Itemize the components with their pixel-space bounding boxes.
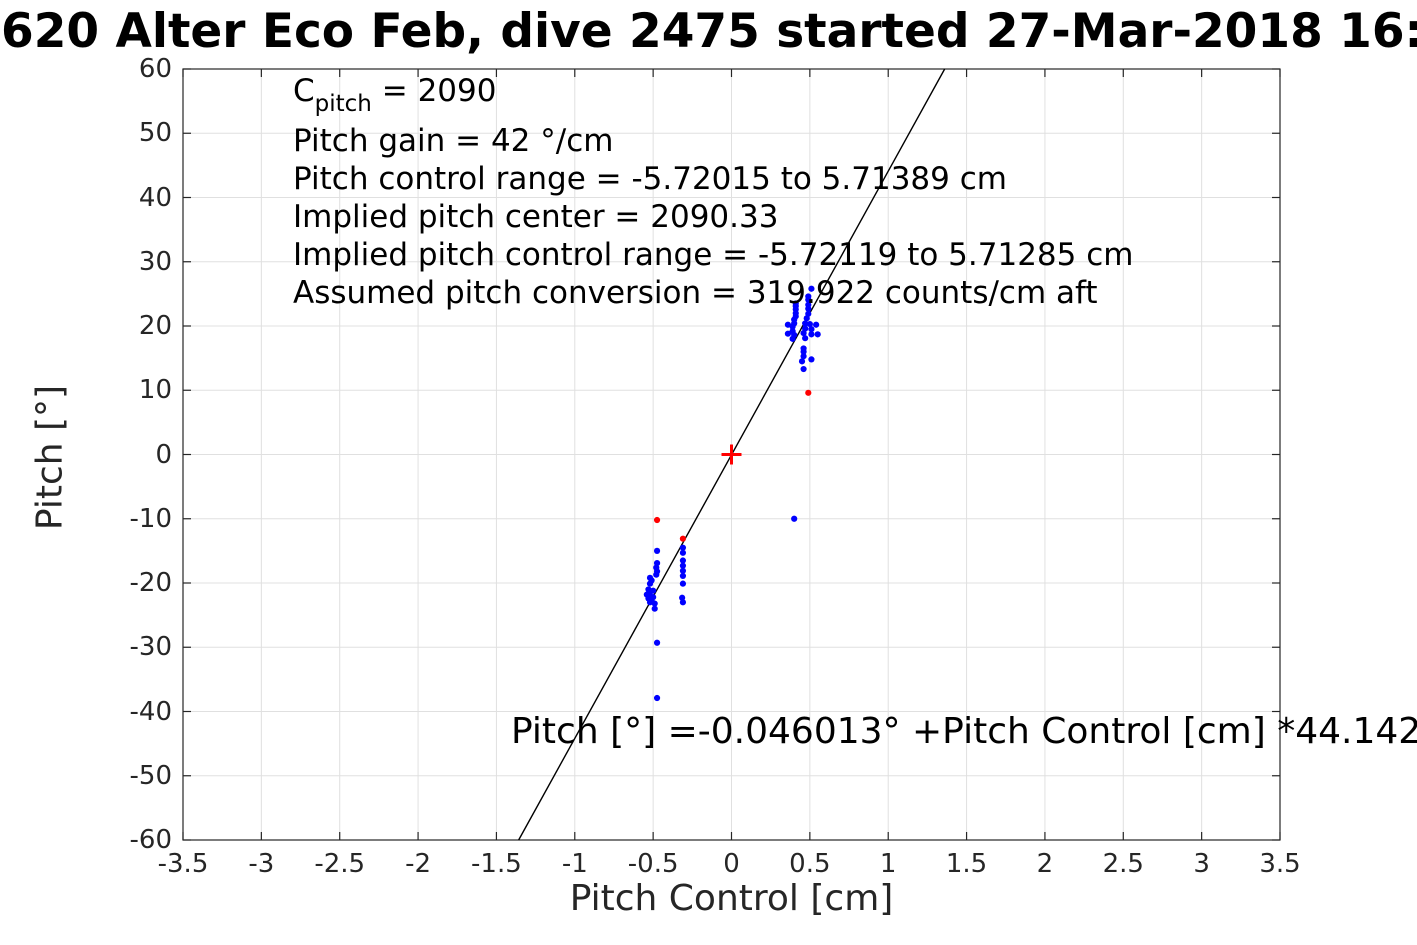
data-point <box>651 605 658 612</box>
data-point <box>679 580 687 587</box>
x-tick-label: 0 <box>723 849 740 879</box>
annotation-line: Implied pitch center = 2090.33 <box>293 199 779 235</box>
data-point <box>679 572 687 580</box>
data-point <box>679 562 687 569</box>
y-tick-label: 40 <box>138 182 172 213</box>
data-point <box>802 335 809 342</box>
cpitch-prefix: C <box>293 73 315 109</box>
x-tick-label: -0.5 <box>627 849 679 879</box>
data-point <box>805 389 812 396</box>
data-point <box>653 516 661 524</box>
data-point <box>802 320 809 327</box>
y-tick-label: 30 <box>138 246 172 277</box>
data-point <box>784 330 792 337</box>
annotation-line: Pitch control range = -5.72015 to 5.7138… <box>293 161 1007 197</box>
x-tick-label: -3 <box>248 849 275 879</box>
data-point <box>806 320 813 328</box>
data-point <box>784 321 792 328</box>
data-point <box>651 600 658 607</box>
data-point <box>813 321 820 328</box>
annotation-line: Implied pitch control range = -5.72119 t… <box>293 237 1134 273</box>
data-point <box>814 331 821 338</box>
figure-title: 620 Alter Eco Feb, dive 2475 started 27-… <box>1 4 1417 59</box>
data-point <box>789 335 796 342</box>
data-point <box>646 599 654 606</box>
y-tick-label: -30 <box>129 632 172 663</box>
annotation-line-cpitch: Cpitch = 2090 <box>293 72 1133 117</box>
x-tick-label: 1.5 <box>945 849 988 879</box>
data-point <box>679 549 687 556</box>
data-point <box>800 329 807 337</box>
x-tick-label: -1 <box>561 849 588 879</box>
data-point <box>800 348 807 355</box>
data-point <box>653 571 660 578</box>
y-tick-label: 60 <box>138 54 172 84</box>
data-point <box>679 599 687 606</box>
y-tick-label: 50 <box>138 118 172 149</box>
x-tick-label: -2.5 <box>314 849 366 879</box>
data-point <box>653 547 661 554</box>
x-tick-label: -3.5 <box>157 849 209 879</box>
data-point <box>789 323 796 330</box>
data-point <box>679 544 687 551</box>
y-tick-label: -60 <box>129 825 172 855</box>
y-tick-label: -20 <box>129 568 172 598</box>
data-point <box>800 353 807 360</box>
data-point <box>679 567 687 574</box>
x-tick-label: 3.5 <box>1259 849 1301 879</box>
cpitch-value: = 2090 <box>371 73 497 109</box>
x-tick-label: -1.5 <box>471 849 522 879</box>
data-point <box>791 515 798 522</box>
x-tick-label: 3 <box>1193 849 1210 879</box>
data-point <box>800 365 807 373</box>
data-point <box>808 356 815 363</box>
data-point <box>650 594 657 601</box>
data-point <box>808 285 815 292</box>
data-point <box>679 535 687 542</box>
data-point <box>808 326 815 333</box>
data-point <box>650 587 657 594</box>
x-tick-label: 0.5 <box>789 849 831 879</box>
data-point <box>653 694 661 702</box>
x-tick-label: -2 <box>405 849 432 879</box>
y-tick-label: 10 <box>138 375 172 406</box>
y-tick-label: 0 <box>155 439 172 470</box>
x-tick-label: 1 <box>879 849 897 879</box>
annotation-block: Cpitch = 2090 Pitch gain = 42 °/cm Pitch… <box>293 72 1133 312</box>
x-tick-label: 2.5 <box>1102 849 1144 879</box>
y-tick-label: -10 <box>129 503 172 534</box>
data-point <box>808 331 815 338</box>
data-point <box>798 358 806 365</box>
data-point <box>805 296 812 303</box>
y-tick-label: -40 <box>129 696 172 727</box>
cpitch-subscript: pitch <box>314 91 372 117</box>
x-axis-label: Pitch Control [cm] <box>569 878 894 919</box>
annotation-line: Assumed pitch conversion = 319.922 count… <box>293 275 1098 311</box>
y-tick-label: -50 <box>129 760 172 791</box>
annotation-line: Pitch gain = 42 °/cm <box>293 123 614 159</box>
data-point <box>679 557 687 564</box>
data-point <box>803 315 810 322</box>
fit-equation-label: Pitch [°] =-0.046013° +Pitch Control [cm… <box>511 711 1417 752</box>
x-tick-label: 2 <box>1036 849 1054 879</box>
y-axis-label: Pitch [°] <box>29 384 71 531</box>
data-point <box>646 580 654 587</box>
data-point <box>653 639 661 646</box>
y-tick-label: 20 <box>138 311 172 341</box>
data-point <box>805 305 812 312</box>
